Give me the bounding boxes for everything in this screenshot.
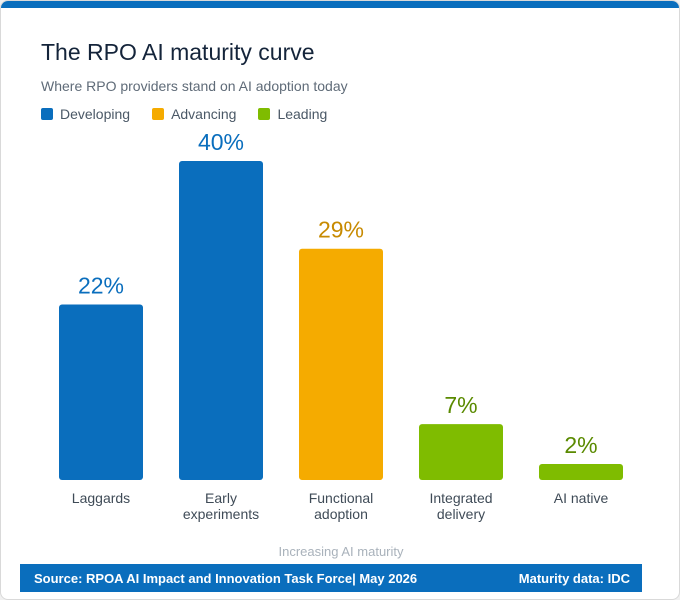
legend-swatch-advancing <box>152 108 165 120</box>
x-axis-label: Increasing AI maturity <box>279 544 404 559</box>
bar-4 <box>539 464 623 480</box>
chart-title: The RPO AI maturity curve <box>41 39 315 65</box>
category-label-3-0: Integrated <box>429 490 492 506</box>
legend: Developing Advancing Leading <box>41 106 327 122</box>
value-label-3: 7% <box>444 392 477 418</box>
value-label-0: 22% <box>78 273 124 299</box>
legend-item-advancing: Advancing <box>152 106 236 122</box>
legend-swatch-leading <box>258 108 271 120</box>
legend-label-advancing: Advancing <box>171 106 237 122</box>
bar-3 <box>419 424 503 480</box>
value-label-4: 2% <box>564 432 597 458</box>
legend-label-developing: Developing <box>60 106 131 122</box>
category-label-4-0: AI native <box>554 490 609 506</box>
value-label-1: 40% <box>198 129 244 155</box>
category-label-2-1: adoption <box>314 506 368 522</box>
category-label-0-0: Laggards <box>72 490 130 506</box>
bar-2 <box>299 248 383 480</box>
accent-bar <box>1 1 679 8</box>
chart-subtitle: Where RPO providers stand on AI adoption… <box>41 78 348 94</box>
bar-0 <box>59 304 143 480</box>
category-label-1-1: experiments <box>183 506 259 522</box>
legend-label-leading: Leading <box>277 106 328 122</box>
maturity-source-text: Maturity data: IDC <box>518 570 630 586</box>
category-label-1-0: Early <box>205 490 237 506</box>
bar-1 <box>179 161 263 480</box>
category-label-3-1: delivery <box>437 506 485 522</box>
category-label-2-0: Functional <box>309 490 374 506</box>
value-label-2: 29% <box>318 217 364 243</box>
legend-swatch-developing <box>41 108 53 120</box>
source-text: Source: RPOA AI Impact and Innovation Ta… <box>34 570 418 586</box>
source-footer: Source: RPOA AI Impact and Innovation Ta… <box>20 564 642 592</box>
legend-item-developing: Developing <box>41 106 130 122</box>
legend-item-leading: Leading <box>258 106 327 122</box>
